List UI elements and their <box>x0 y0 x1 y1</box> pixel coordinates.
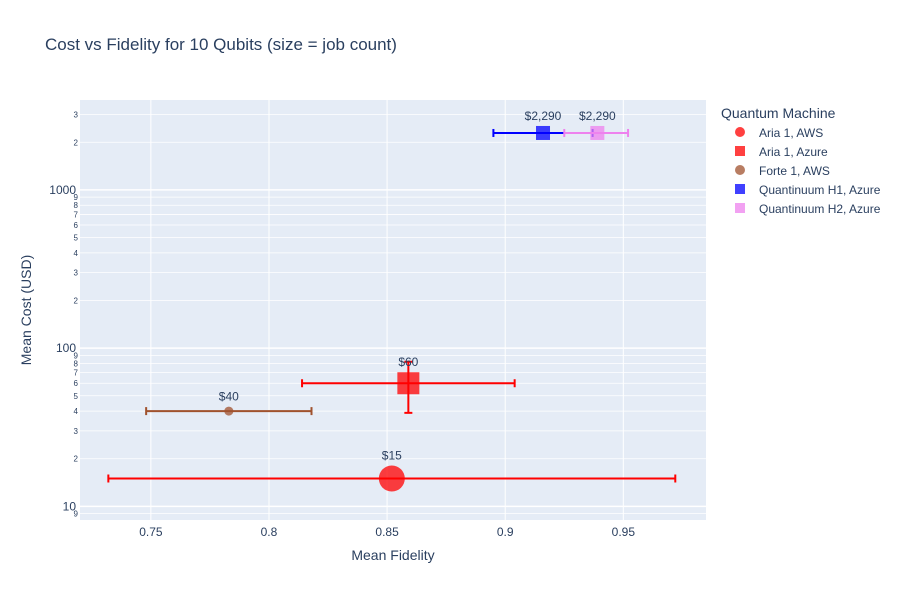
legend-item: Quantinuum H1, Azure <box>735 183 881 197</box>
series-aria-1-aws: $15 <box>107 449 677 492</box>
legend-item: Quantinuum H2, Azure <box>735 202 881 216</box>
x-tick-label: 0.75 <box>139 525 163 539</box>
legend-item: Aria 1, AWS <box>735 126 823 140</box>
x-tick-label: 0.9 <box>497 525 514 539</box>
y-axis-label: Mean Cost (USD) <box>18 255 34 365</box>
y-minor-tick-label: 4 <box>74 249 79 258</box>
x-tick-labels: 0.75 0.8 0.85 0.9 0.95 <box>139 525 635 539</box>
data-point-marker <box>224 406 234 416</box>
legend-marker <box>735 146 745 156</box>
data-label: $15 <box>382 449 402 463</box>
series-aria-1-azure: $60 <box>301 355 516 414</box>
y-minor-tick-label: 9 <box>74 510 79 519</box>
y-minor-tick-label: 7 <box>74 210 79 219</box>
legend-marker <box>735 165 745 175</box>
data-point-marker <box>397 372 420 395</box>
legend-label: Aria 1, Azure <box>759 145 828 159</box>
x-tick-label: 0.85 <box>375 525 399 539</box>
legend-title: Quantum Machine <box>721 105 836 121</box>
series-forte-1-aws: $40 <box>145 390 313 416</box>
series-quantinuum-h2-azure: $2,290 <box>563 109 630 140</box>
y-major-tick-label: 1000 <box>49 183 76 197</box>
x-axis-label: Mean Fidelity <box>351 547 434 563</box>
legend-label: Forte 1, AWS <box>759 164 830 178</box>
data-label: $40 <box>219 390 239 404</box>
legend-marker <box>735 203 745 213</box>
legend: Quantum Machine Aria 1, AWS Aria 1, Azure… <box>721 105 881 216</box>
legend-marker <box>735 184 745 194</box>
y-minor-tick-label: 6 <box>74 379 79 388</box>
y-minor-tick-label: 7 <box>74 369 79 378</box>
y-major-tick-label: 100 <box>56 341 76 355</box>
y-minor-tick-label: 5 <box>74 392 79 401</box>
y-minor-tick-label: 2 <box>74 297 79 306</box>
x-tick-label: 0.95 <box>612 525 636 539</box>
y-minor-tick-label: 6 <box>74 221 79 230</box>
series-layer: $15 $60 $40 $2,290 $2,290 <box>107 109 677 492</box>
y-major-tick-label: 10 <box>63 499 77 513</box>
data-label: $60 <box>398 355 418 369</box>
legend-item: Forte 1, AWS <box>735 164 830 178</box>
data-point-marker <box>378 465 405 492</box>
y-minor-tick-label: 8 <box>74 359 79 368</box>
legend-marker <box>735 127 745 137</box>
data-label: $2,290 <box>579 109 616 123</box>
y-minor-tick-label: 3 <box>74 110 79 119</box>
data-point-marker <box>536 125 551 140</box>
x-tick-label: 0.8 <box>261 525 278 539</box>
legend-label: Aria 1, AWS <box>759 126 823 140</box>
plot-background <box>80 100 706 520</box>
legend-items: Aria 1, AWS Aria 1, Azure Forte 1, AWS Quan… <box>735 126 881 216</box>
y-minor-tick-label: 3 <box>74 269 79 278</box>
legend-item: Aria 1, Azure <box>735 145 828 159</box>
legend-label: Quantinuum H1, Azure <box>759 183 881 197</box>
y-minor-tick-label: 9 <box>74 193 79 202</box>
data-point-marker <box>590 125 605 140</box>
y-minor-tick-label: 4 <box>74 407 79 416</box>
chart-title: Cost vs Fidelity for 10 Qubits (size = j… <box>45 35 397 54</box>
legend-label: Quantinuum H2, Azure <box>759 202 881 216</box>
y-minor-tick-label: 2 <box>74 455 79 464</box>
y-minor-tick-label: 2 <box>74 138 79 147</box>
y-minor-tick-label: 3 <box>74 427 79 436</box>
y-minor-tick-label: 9 <box>74 351 79 360</box>
y-minor-tick-label: 5 <box>74 234 79 243</box>
y-minor-tick-label: 8 <box>74 201 79 210</box>
data-label: $2,290 <box>525 109 562 123</box>
